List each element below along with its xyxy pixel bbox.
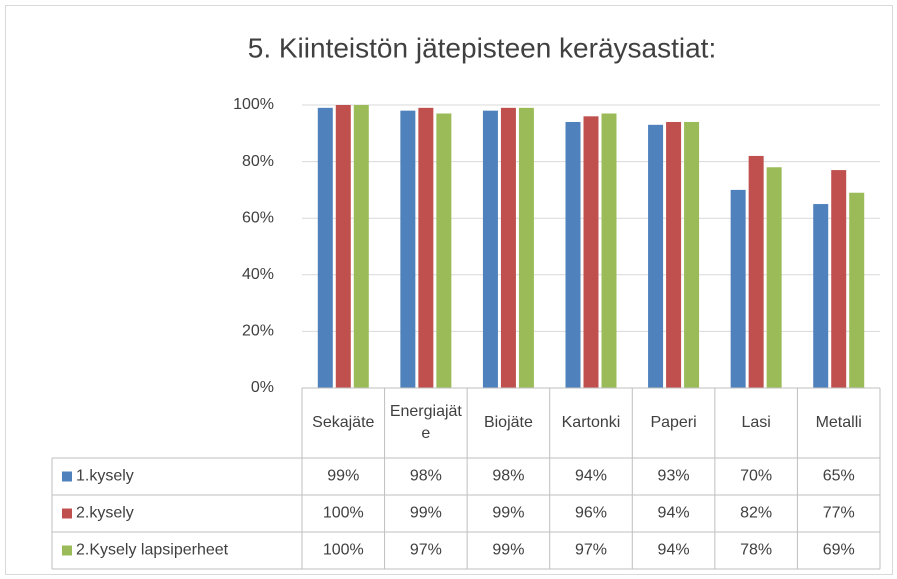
bar <box>831 170 847 388</box>
legend-swatch <box>62 545 72 556</box>
bar <box>400 110 416 388</box>
legend-swatch <box>62 471 72 482</box>
x-tick-label: Energiajäte <box>389 403 462 442</box>
bar <box>500 107 516 388</box>
data-label: 93% <box>658 468 690 485</box>
data-label: 99% <box>492 505 524 522</box>
data-label: 94% <box>658 542 690 559</box>
data-label: 99% <box>410 505 442 522</box>
data-label: 70% <box>740 468 772 485</box>
bar <box>335 105 351 388</box>
bar <box>518 107 534 388</box>
legend-label: 2.Kysely lapsiperheet <box>76 542 229 559</box>
legend-label: 1.kysely <box>76 468 134 485</box>
data-label: 96% <box>575 505 607 522</box>
legend-swatch <box>62 508 72 519</box>
chart-title: 5. Kiinteistön jätepisteen keräysastiat: <box>248 32 716 63</box>
y-tick-label: 20% <box>242 323 274 340</box>
x-tick-label: Biojäte <box>483 414 533 431</box>
bar <box>648 124 664 388</box>
y-tick-label: 40% <box>242 266 274 283</box>
x-tick-label: Lasi <box>741 414 771 431</box>
data-label: 98% <box>410 468 442 485</box>
data-label: 94% <box>575 468 607 485</box>
y-tick-label: 100% <box>233 96 274 113</box>
bar <box>353 105 369 388</box>
bar <box>684 121 700 388</box>
bar <box>418 107 434 388</box>
x-tick-label: Sekajäte <box>312 414 375 431</box>
data-label: 99% <box>492 542 524 559</box>
bar <box>813 204 829 388</box>
data-label: 99% <box>327 468 359 485</box>
x-tick-label: Kartonki <box>561 414 621 431</box>
y-tick-label: 80% <box>242 153 274 170</box>
bar <box>436 113 452 389</box>
bar <box>666 121 682 388</box>
data-label: 65% <box>823 468 855 485</box>
legend-label: 2.kysely <box>76 505 134 522</box>
bar <box>748 155 764 388</box>
data-label: 94% <box>658 505 690 522</box>
data-label: 97% <box>575 542 607 559</box>
x-tick-label: Paperi <box>650 414 697 431</box>
bar <box>565 121 581 388</box>
data-label: 100% <box>323 505 364 522</box>
data-label: 82% <box>740 505 772 522</box>
bar <box>849 192 865 388</box>
data-label: 78% <box>740 542 772 559</box>
data-label: 69% <box>823 542 855 559</box>
data-label: 98% <box>492 468 524 485</box>
data-label: 97% <box>410 542 442 559</box>
bar <box>766 167 782 388</box>
bar <box>317 107 333 388</box>
y-tick-label: 60% <box>242 209 274 226</box>
bar <box>482 110 498 388</box>
bar <box>601 113 617 389</box>
data-label: 77% <box>823 505 855 522</box>
x-tick-label: Metalli <box>815 414 862 431</box>
bar <box>730 189 746 388</box>
y-tick-label: 0% <box>251 379 274 396</box>
bar <box>583 116 599 388</box>
data-label: 100% <box>323 542 364 559</box>
